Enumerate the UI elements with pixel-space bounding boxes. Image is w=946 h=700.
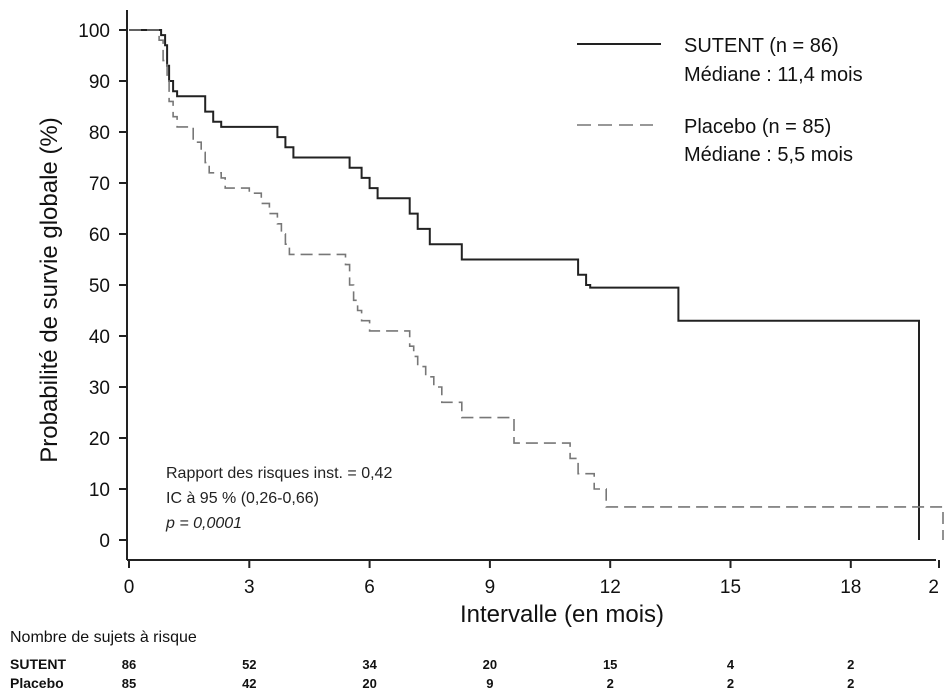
risk-value: 85 (122, 676, 136, 691)
risk-value: 9 (486, 676, 493, 691)
legend-median-sutent: Médiane : 11,4 mois (684, 64, 863, 86)
y-tick-label: 60 (89, 225, 110, 246)
risk-value: 42 (242, 676, 256, 691)
series-line-sutent (129, 29, 920, 540)
y-tick-label: 80 (89, 123, 110, 144)
series-layer (129, 29, 944, 540)
risk-value: 2 (727, 676, 734, 691)
y-tick-label: 70 (89, 174, 110, 195)
p-value-text: p = 0,0001 (165, 515, 242, 532)
x-tick-label: 6 (364, 577, 375, 598)
risk-table: Nombre de sujets à risque SUTENT Placebo… (10, 629, 854, 691)
risk-value: 2 (847, 676, 854, 691)
legend-median-placebo: Médiane : 5,5 mois (684, 144, 853, 166)
x-tick-label: 15 (720, 577, 741, 598)
x-ticks: 0 3 6 9 12 15 18 2 (124, 560, 940, 598)
x-tick-label: 12 (600, 577, 621, 598)
risk-value: 15 (603, 657, 617, 672)
legend-label-sutent: SUTENT (n = 86) (684, 35, 839, 57)
y-tick-label: 90 (89, 72, 110, 93)
risk-value: 2 (847, 657, 854, 672)
risk-value: 20 (362, 676, 376, 691)
risk-row-name-sutent: SUTENT (10, 656, 66, 672)
hazard-ratio-text: Rapport des risques inst. = 0,42 (166, 465, 392, 482)
x-tick-label: 18 (840, 577, 861, 598)
risk-row-name-placebo: Placebo (10, 675, 64, 691)
y-axis-title: Probabilité de survie globale (%) (36, 117, 63, 463)
risk-value: 52 (242, 657, 256, 672)
y-tick-label: 100 (78, 21, 110, 42)
y-tick-label: 30 (89, 378, 110, 399)
confidence-interval-text: IC à 95 % (0,26-0,66) (166, 490, 319, 507)
risk-table-title: Nombre de sujets à risque (10, 629, 197, 646)
risk-value: 20 (483, 657, 497, 672)
y-tick-label: 10 (89, 480, 110, 501)
x-tick-label: 0 (124, 577, 135, 598)
risk-value: 4 (727, 657, 735, 672)
series-line-placebo (129, 29, 944, 540)
y-tick-label: 40 (89, 327, 110, 348)
stats-annotation: Rapport des risques inst. = 0,42 IC à 95… (165, 465, 392, 532)
x-tick-label: 9 (485, 577, 496, 598)
risk-values: 86 52 34 20 15 4 285 42 20 9 2 2 2 (122, 657, 855, 691)
x-axis-title: Intervalle (en mois) (460, 601, 664, 628)
x-tick-label: 2 (928, 577, 939, 598)
legend: SUTENT (n = 86) Médiane : 11,4 mois Plac… (577, 35, 863, 166)
risk-value: 2 (607, 676, 614, 691)
legend-label-placebo: Placebo (n = 85) (684, 116, 831, 138)
y-tick-label: 0 (99, 531, 110, 552)
x-tick-label: 3 (244, 577, 255, 598)
y-tick-label: 20 (89, 429, 110, 450)
risk-value: 34 (362, 657, 377, 672)
risk-value: 86 (122, 657, 136, 672)
y-ticks: 0 10 20 30 40 50 60 70 80 90 100 (78, 21, 127, 552)
y-tick-label: 50 (89, 276, 110, 297)
